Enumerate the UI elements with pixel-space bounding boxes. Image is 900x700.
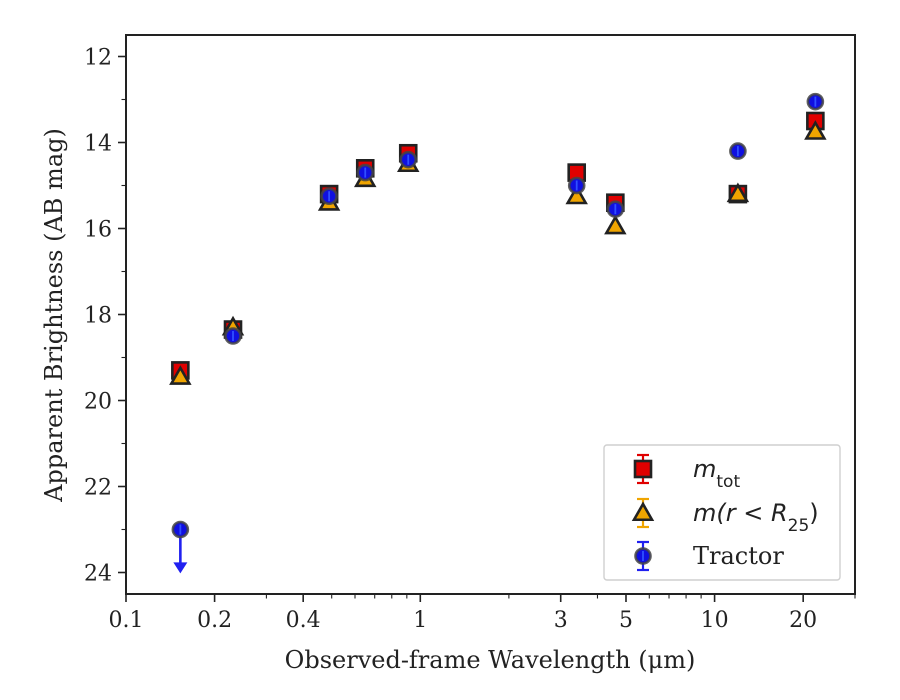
y-tick-label: 14	[84, 132, 112, 157]
x-tick-label: 20	[789, 608, 817, 633]
legend-label: Tractor	[693, 542, 784, 570]
legend-label: mtot	[693, 455, 740, 492]
y-tick-label: 16	[84, 218, 112, 243]
x-axis: 0.1 0.2 0.4 1 3 5 10 20	[109, 594, 856, 633]
point-triangle	[565, 184, 588, 205]
x-tick-label: 0.4	[286, 608, 321, 633]
point-triangle	[604, 214, 627, 235]
x-tick-label: 3	[554, 608, 568, 633]
point-triangle	[804, 120, 827, 140]
upper-limit-arrowhead	[173, 562, 188, 574]
legend-marker-triangle	[631, 501, 655, 522]
point-triangle	[169, 365, 192, 385]
y-tick-label: 20	[84, 390, 112, 415]
x-tick-label: 0.2	[197, 608, 232, 633]
series-triangle-group	[169, 120, 827, 385]
y-axis-label: Apparent Brightness (AB mag)	[40, 128, 68, 503]
data-marks	[169, 92, 827, 574]
point-triangle	[726, 182, 750, 203]
x-tick-label: 1	[413, 608, 427, 633]
series-square-group	[171, 111, 825, 380]
x-tick-label: 10	[701, 608, 729, 633]
legend: mtot m(r < R25) Tractor	[603, 444, 841, 581]
y-tick-label: 24	[84, 562, 112, 587]
x-axis-label: Observed-frame Wavelength (μm)	[285, 646, 696, 674]
y-tick-label: 22	[84, 476, 112, 501]
x-tick-label: 0.1	[109, 608, 144, 633]
series-circle-group	[171, 92, 825, 574]
y-tick-label: 12	[84, 46, 112, 71]
y-tick-label: 18	[84, 304, 112, 329]
x-tick-label: 5	[619, 608, 633, 633]
legend-label: m(r < R25)	[693, 499, 819, 536]
legend-box	[603, 444, 841, 581]
y-axis: 12 14 16 18 20 22 24	[84, 46, 126, 587]
